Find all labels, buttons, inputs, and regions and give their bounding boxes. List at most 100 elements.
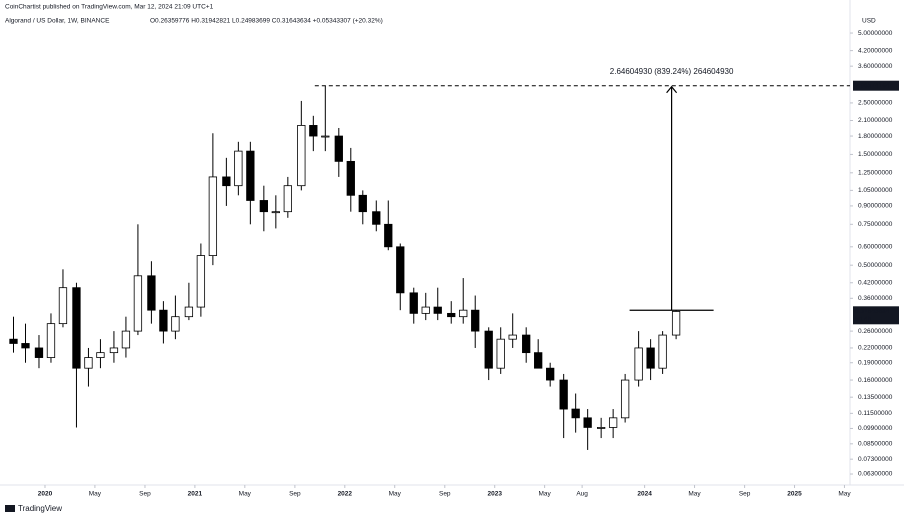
x-tick-label: Sep <box>289 491 301 498</box>
footer-logo: TradingView <box>5 504 62 513</box>
candle-body <box>346 160 355 196</box>
currency-label: USD <box>862 18 876 25</box>
candle-body <box>208 176 218 256</box>
candle-body <box>309 125 318 137</box>
y-tick-label: 0.36000000 <box>858 295 893 302</box>
candle-body <box>634 347 643 381</box>
x-tick-label: 2021 <box>188 491 203 498</box>
candle-body <box>147 275 156 311</box>
candle-body <box>433 306 442 314</box>
y-tick-label: 0.60000000 <box>858 244 893 251</box>
candle-body <box>620 379 630 419</box>
measure-label: 2.64604930 (839.24%) 264604930 <box>610 67 734 76</box>
y-tick-label: 4.20000000 <box>858 47 893 54</box>
x-tick-label: May <box>838 491 851 498</box>
countdown-label: 5d 4h <box>855 316 872 323</box>
x-tick-label: 2020 <box>38 491 53 498</box>
y-tick-label: 0.16000000 <box>858 377 893 384</box>
candle-body <box>46 323 56 358</box>
y-tick-label: 0.08500000 <box>858 441 893 448</box>
candle-body <box>159 309 168 332</box>
y-tick-label: 0.50000000 <box>858 262 893 269</box>
measure-price-label: 2.96574164 <box>855 82 890 89</box>
candle-body <box>384 223 393 248</box>
x-tick-label: May <box>389 491 402 498</box>
candle-body <box>21 343 30 349</box>
candle-body <box>409 292 418 314</box>
candle-body <box>222 176 231 187</box>
candle-body <box>283 185 292 213</box>
footer-brand: TradingView <box>18 504 62 513</box>
y-tick-label: 1.50000000 <box>858 151 893 158</box>
candle-body <box>646 347 655 369</box>
candle-body <box>96 352 105 358</box>
x-tick-label: May <box>538 491 551 498</box>
x-tick-label: 2025 <box>787 491 802 498</box>
candle-body <box>334 135 343 162</box>
candle-body <box>58 287 68 325</box>
candle-body <box>559 379 568 410</box>
x-tick-label: May <box>239 491 252 498</box>
y-tick-label: 2.10000000 <box>858 117 893 124</box>
candle-body <box>84 357 93 369</box>
candle-body <box>34 347 44 358</box>
y-tick-label: 1.80000000 <box>858 133 893 140</box>
candle-body <box>484 330 493 369</box>
candle-body <box>196 255 206 308</box>
candle-body <box>583 417 592 428</box>
candle-body <box>246 150 255 201</box>
x-tick-label: May <box>89 491 102 498</box>
candle-body <box>133 275 143 332</box>
y-tick-label: 0.26000000 <box>858 328 893 335</box>
candle-body <box>72 287 81 369</box>
candle-body <box>171 316 180 332</box>
candle-body <box>259 200 268 213</box>
candle-body <box>496 338 505 369</box>
last-price-label: 0.31643634 <box>855 308 890 315</box>
logo-icon <box>5 505 15 512</box>
y-tick-label: 0.11500000 <box>858 410 892 417</box>
x-tick-label: May <box>688 491 701 498</box>
last-price-box <box>853 306 899 325</box>
y-tick-label: 2.50000000 <box>858 100 893 107</box>
candle-body <box>297 125 306 187</box>
candle-body <box>372 211 381 225</box>
y-tick-label: 3.60000000 <box>858 63 893 70</box>
measure-price-box <box>853 80 899 91</box>
x-tick-label: Sep <box>139 491 151 498</box>
candle-body <box>608 417 618 428</box>
y-tick-label: 5.00000000 <box>858 30 893 37</box>
candle-body <box>546 367 555 381</box>
y-tick-label: 0.42000000 <box>858 279 893 286</box>
y-tick-label: 0.06300000 <box>858 471 893 478</box>
candle-body <box>459 309 468 318</box>
candle-body <box>184 306 194 318</box>
candle-body <box>121 330 131 349</box>
candle-body <box>447 312 456 318</box>
y-tick-label: 1.25000000 <box>858 170 893 177</box>
x-tick-label: Sep <box>739 491 751 498</box>
candle-body <box>522 334 531 354</box>
candle-body <box>596 427 606 429</box>
candle-body <box>508 334 517 340</box>
candle-body <box>271 211 280 214</box>
candle-body <box>321 135 330 138</box>
candle-body <box>658 334 667 369</box>
ohlc-legend: O0.26359776 H0.31942821 L0.24983699 C0.3… <box>150 18 383 25</box>
y-tick-label: 1.05000000 <box>858 187 893 194</box>
x-tick-label: Aug <box>576 491 588 498</box>
measure-arrow-head <box>666 85 678 94</box>
symbol-title: Algorand / US Dollar, 1W, BINANCE <box>5 18 110 25</box>
y-tick-label: 0.22000000 <box>858 345 893 352</box>
y-tick-label: 0.07300000 <box>858 456 893 463</box>
candle-body <box>396 246 405 294</box>
candle-body <box>471 309 480 332</box>
candle-body <box>109 347 119 354</box>
candle-body <box>358 194 367 213</box>
x-tick-label: 2023 <box>487 491 502 498</box>
candle-body <box>534 352 543 369</box>
candle-body <box>234 150 243 187</box>
y-tick-label: 0.75000000 <box>858 221 893 228</box>
